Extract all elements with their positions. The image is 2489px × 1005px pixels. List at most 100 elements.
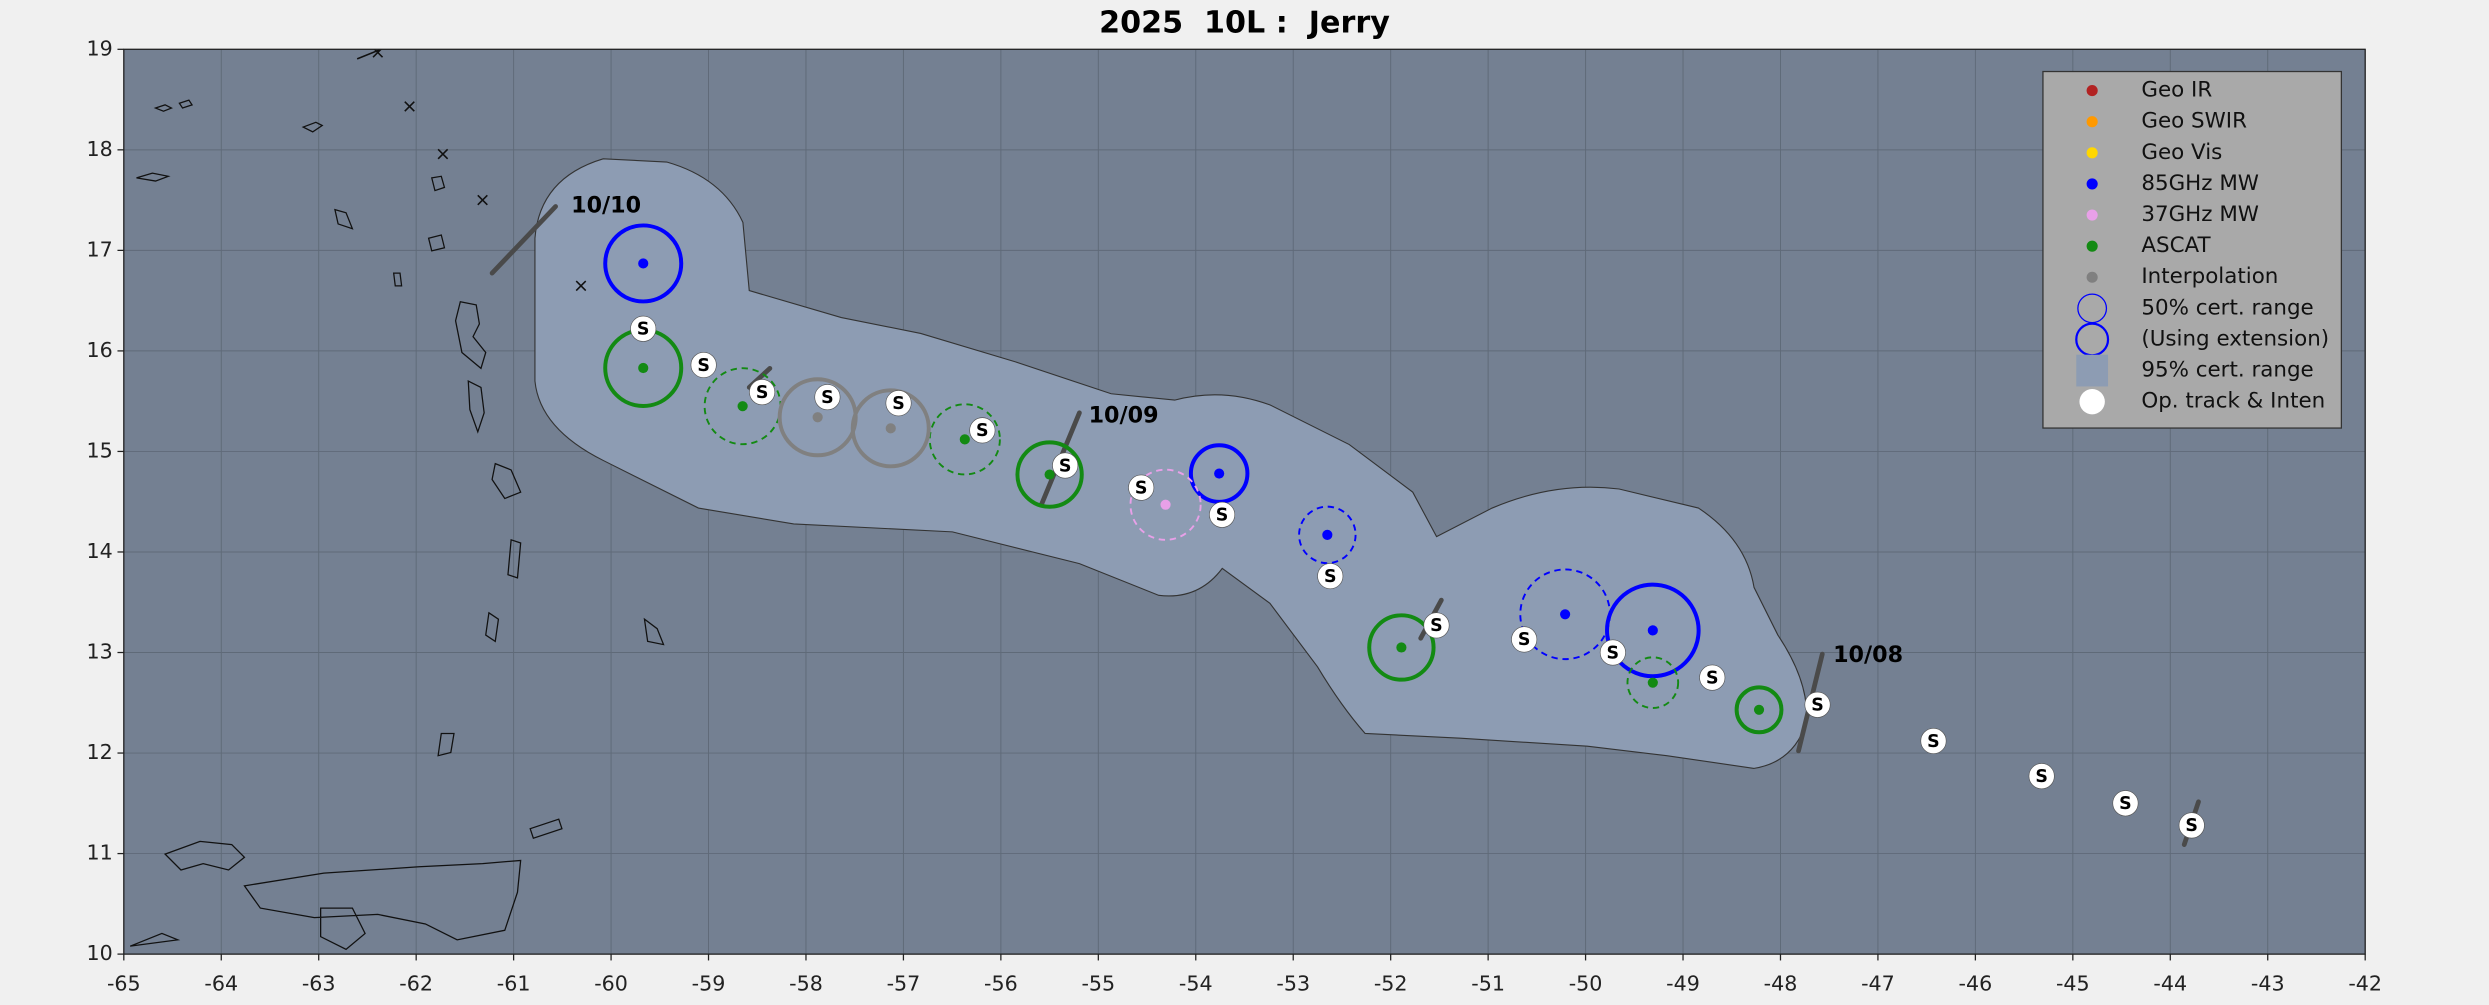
y-tick-label: 14 — [86, 539, 112, 563]
fix-point — [1647, 677, 1658, 688]
track-point — [814, 384, 841, 411]
fixes: S S S S S S S S S S S S S S S S S S S — [603, 223, 2205, 839]
track-point — [2178, 812, 2205, 839]
date-label: 10/08 — [1833, 642, 1903, 668]
x-tick-label: -62 — [399, 971, 433, 995]
track-point — [1209, 501, 1236, 528]
x-tick-label: -64 — [204, 971, 238, 995]
fix-point — [638, 362, 649, 374]
fix-point — [1214, 468, 1225, 479]
intensity-label: S — [2185, 816, 2198, 836]
track-point — [1511, 626, 1538, 653]
legend-marker — [2086, 209, 2098, 221]
x-tick-label: -44 — [2153, 971, 2187, 995]
x-tick-label: -60 — [594, 971, 628, 995]
legend-label: 85GHz MW — [2141, 171, 2259, 196]
x-tick-label: -49 — [1666, 971, 1700, 995]
legend-label: 37GHz MW — [2141, 202, 2259, 227]
intensity-label: S — [1059, 456, 1072, 476]
fix-point — [737, 401, 748, 412]
legend-label: ASCAT — [2141, 233, 2211, 258]
track-point — [1804, 691, 1831, 718]
track-point — [630, 315, 657, 342]
legend-marker — [2086, 85, 2098, 97]
fix-point — [1560, 609, 1571, 620]
map-layer: S S S S S S S S S S S S S S S S S S S — [129, 49, 2205, 951]
x-tick-label: -54 — [1179, 971, 1213, 995]
plot-frame — [123, 48, 2366, 955]
fix-point — [885, 423, 896, 434]
y-tick-label: 18 — [86, 137, 112, 161]
legend-label: Interpolation — [2141, 264, 2278, 289]
y-tick-label: 13 — [86, 640, 112, 664]
intensity-label: S — [821, 388, 834, 408]
x-tick-label: -51 — [1471, 971, 1505, 995]
intensity-label: S — [1324, 567, 1337, 587]
chart-title: 2025 10L : Jerry — [1099, 5, 1390, 40]
intensity-label: S — [756, 383, 769, 403]
legend-marker — [2086, 240, 2098, 252]
x-tick-label: -61 — [497, 971, 531, 995]
legend-label: Geo Vis — [2141, 140, 2222, 165]
legend-label: Op. track & Inten — [2141, 389, 2325, 414]
legend-marker — [2086, 116, 2098, 128]
track-point — [1052, 452, 1079, 479]
date-label: 10/10 — [571, 193, 641, 219]
track-point — [1423, 612, 1450, 639]
y-tick-label: 16 — [86, 338, 112, 362]
track-point — [969, 417, 996, 444]
legend-label: Geo IR — [2141, 78, 2212, 103]
legend: Geo IR Geo SWIR Geo Vis 85GHz MW 37GHz MW ASC… — [2042, 70, 2343, 429]
x-tick-label: -47 — [1861, 971, 1895, 995]
fix-point — [1044, 469, 1055, 480]
x-tick-label: -42 — [2348, 971, 2382, 995]
fix-point — [638, 258, 649, 269]
x-tick-label: -46 — [1959, 971, 1993, 995]
track-point — [1128, 474, 1155, 501]
x-tick-label: -59 — [692, 971, 726, 995]
date-label: 10/09 — [1089, 403, 1159, 429]
intensity-label: S — [697, 356, 710, 376]
legend-label: Geo SWIR — [2141, 109, 2247, 134]
legend-label: 50% cert. range — [2141, 295, 2313, 320]
x-tick-label: -45 — [2056, 971, 2090, 995]
fix-point — [1160, 499, 1171, 510]
intensity-label: S — [637, 320, 650, 340]
legend-label: (Using extension) — [2141, 326, 2329, 351]
cert-range — [603, 223, 684, 304]
track-point — [690, 351, 717, 378]
intensity-label: S — [1927, 732, 1940, 752]
intensity-label: S — [2035, 767, 2048, 787]
fix-point — [1753, 704, 1765, 715]
x-tick-label: -57 — [887, 971, 921, 995]
x-tick-label: -63 — [302, 971, 336, 995]
legend-marker — [2086, 178, 2098, 190]
cert-range — [1298, 505, 1357, 565]
x-tick-label: -48 — [1764, 971, 1798, 995]
y-tick-label: 10 — [86, 941, 112, 965]
legend-marker — [2079, 389, 2105, 415]
intensity-label: S — [2119, 794, 2132, 814]
track-point — [2028, 763, 2055, 790]
fix-point — [812, 412, 823, 423]
track-point — [749, 379, 776, 406]
intensity-label: S — [1216, 506, 1229, 526]
cert-range — [928, 403, 1001, 476]
y-tick-label: 19 — [86, 36, 112, 60]
cert-range — [1015, 440, 1084, 509]
track-point — [1317, 563, 1344, 590]
intensity-label: S — [1430, 616, 1443, 636]
intensity-label: S — [1518, 630, 1531, 650]
y-tick-label: 15 — [86, 438, 112, 462]
coastlines — [129, 49, 665, 951]
intensity-label: S — [976, 421, 989, 441]
x-tick-label: -50 — [1569, 971, 1603, 995]
fix-point — [959, 434, 970, 445]
fix-point — [1322, 529, 1333, 540]
y-tick-label: 17 — [86, 237, 112, 261]
legend-marker — [2086, 147, 2098, 159]
cone-95 — [534, 158, 1808, 769]
intensity-label: S — [1135, 478, 1148, 498]
